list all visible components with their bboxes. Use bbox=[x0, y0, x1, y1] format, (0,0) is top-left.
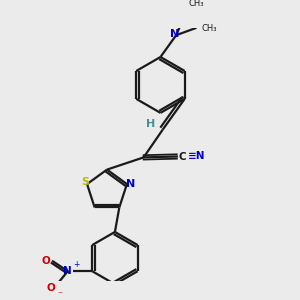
Text: CH₃: CH₃ bbox=[188, 0, 204, 8]
Text: H: H bbox=[146, 119, 155, 129]
Text: O: O bbox=[42, 256, 50, 266]
Text: N: N bbox=[170, 29, 179, 39]
Text: S: S bbox=[81, 177, 89, 187]
Text: N: N bbox=[63, 266, 72, 276]
Text: +: + bbox=[73, 260, 80, 269]
Text: O: O bbox=[47, 283, 56, 293]
Text: C: C bbox=[178, 152, 186, 161]
Text: N: N bbox=[126, 179, 135, 189]
Text: ⁻: ⁻ bbox=[57, 290, 62, 300]
Text: CH₃: CH₃ bbox=[202, 24, 217, 33]
Text: ≡N: ≡N bbox=[188, 151, 206, 161]
